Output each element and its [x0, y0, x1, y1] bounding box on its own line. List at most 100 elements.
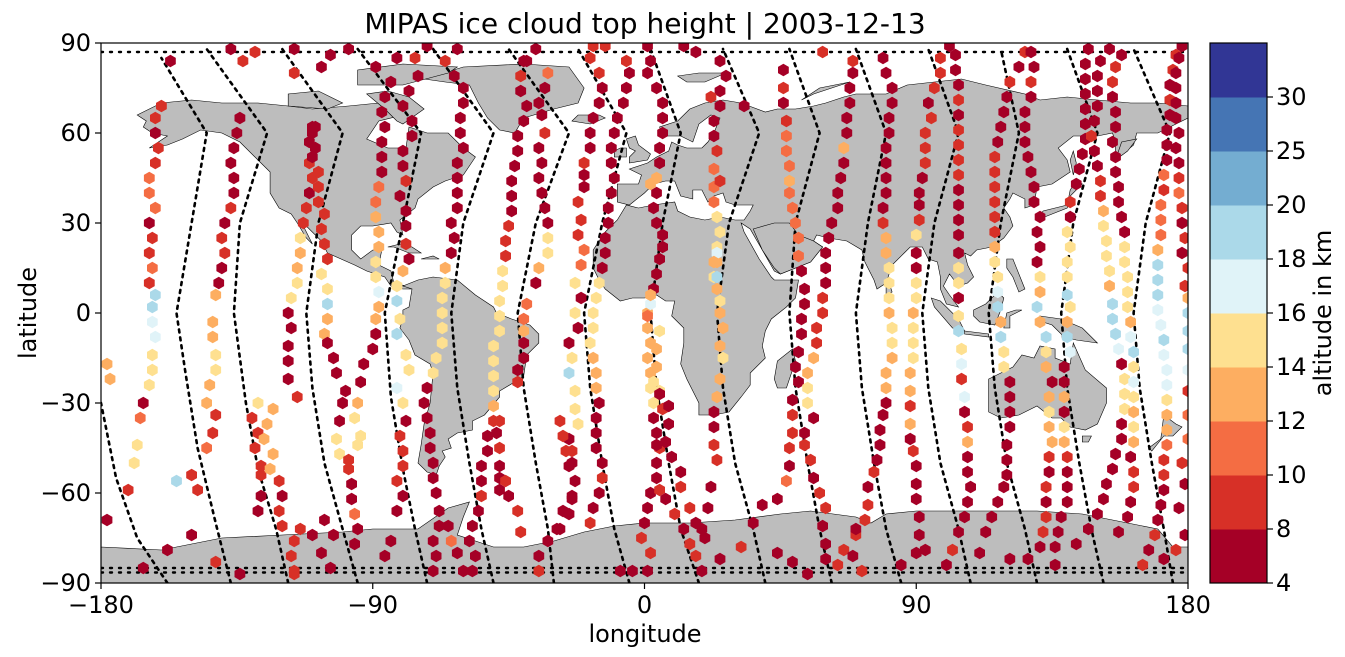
- cloud-marker: [651, 186, 662, 200]
- cloud-marker: [923, 96, 934, 110]
- cloud-marker: [186, 528, 197, 542]
- cloud-marker: [424, 441, 436, 455]
- cloud-marker: [101, 357, 113, 371]
- cloud-marker: [255, 489, 267, 503]
- cloud-marker: [316, 222, 327, 236]
- cloud-marker: [953, 246, 964, 260]
- cloud-marker: [787, 408, 798, 422]
- cloud-marker: [663, 399, 674, 413]
- cloud-marker: [953, 123, 964, 137]
- cloud-marker: [1080, 87, 1091, 101]
- cloud-marker: [796, 312, 807, 326]
- cloud-marker: [657, 228, 668, 242]
- cloud-marker: [1058, 375, 1070, 389]
- cloud-marker: [1040, 510, 1052, 524]
- cloud-marker: [913, 528, 925, 542]
- cloud-marker: [651, 216, 662, 230]
- cloud-marker: [1161, 378, 1173, 392]
- cloud-marker: [880, 396, 892, 410]
- cloud-marker: [1113, 180, 1124, 194]
- cloud-marker: [874, 423, 886, 437]
- cloud-marker: [569, 474, 581, 488]
- cloud-marker: [657, 126, 668, 140]
- cloud-marker: [883, 261, 895, 275]
- cloud-marker: [832, 186, 844, 200]
- cloud-marker: [838, 543, 850, 557]
- cloud-marker: [910, 546, 922, 560]
- cloud-marker: [669, 507, 681, 521]
- cloud-marker: [325, 561, 336, 575]
- cloud-marker: [784, 174, 795, 188]
- cloud-marker: [654, 156, 665, 170]
- cloud-marker: [1061, 315, 1073, 329]
- colorbar-tick-label: 30: [1276, 83, 1307, 111]
- cloud-marker: [210, 348, 222, 362]
- cloud-marker: [147, 300, 158, 314]
- cloud-marker: [258, 432, 270, 446]
- cloud-marker: [645, 546, 656, 560]
- y-tick-label: 30: [60, 209, 91, 237]
- cloud-marker: [391, 51, 403, 65]
- cloud-marker: [143, 171, 155, 185]
- cloud-marker: [316, 546, 327, 560]
- cloud-marker: [246, 411, 258, 425]
- cloud-marker: [1055, 510, 1067, 524]
- orbit-track: [715, 47, 767, 583]
- cloud-marker: [1061, 288, 1073, 302]
- cloud-marker: [1028, 180, 1040, 194]
- cloud-marker: [1110, 327, 1121, 341]
- cloud-marker: [835, 171, 847, 185]
- cloud-marker: [1113, 195, 1124, 209]
- cloud-marker: [907, 351, 919, 365]
- cloud-marker: [228, 171, 240, 185]
- cloud-marker: [639, 516, 650, 530]
- cloud-marker: [397, 264, 409, 278]
- cloud-marker: [406, 114, 418, 128]
- cloud-marker: [439, 276, 451, 290]
- cloud-marker: [1031, 225, 1043, 239]
- cloud-marker: [406, 129, 418, 143]
- cloud-marker: [953, 525, 964, 539]
- cloud-marker: [587, 306, 599, 320]
- cloud-marker: [1022, 552, 1034, 566]
- cloud-marker: [376, 135, 388, 149]
- cloud-marker: [618, 96, 629, 110]
- cloud-marker: [373, 285, 385, 299]
- cloud-marker: [207, 330, 219, 344]
- cloud-marker: [596, 456, 608, 470]
- cloud-marker: [796, 264, 807, 278]
- cloud-marker: [992, 285, 1004, 299]
- cloud-marker: [1043, 405, 1055, 419]
- cloud-marker: [666, 450, 677, 464]
- cloud-marker: [322, 252, 333, 266]
- cloud-marker: [288, 564, 300, 578]
- y-tick-label: 0: [76, 299, 91, 327]
- cloud-marker: [1182, 384, 1188, 398]
- cloud-marker: [1019, 105, 1031, 119]
- cloud-marker: [488, 354, 499, 368]
- cloud-marker: [1161, 363, 1173, 377]
- cloud-marker: [877, 216, 889, 230]
- cloud-marker: [515, 84, 527, 98]
- cloud-marker: [910, 291, 922, 305]
- cloud-marker: [1080, 102, 1091, 116]
- cloud-marker: [427, 456, 439, 470]
- cloud-marker: [648, 411, 659, 425]
- cloud-marker: [962, 465, 973, 479]
- cloud-marker: [500, 249, 511, 263]
- cloud-marker: [1040, 345, 1052, 359]
- cloud-marker: [1161, 438, 1173, 452]
- cloud-marker: [811, 336, 822, 350]
- cloud-marker: [210, 408, 222, 422]
- cloud-marker: [886, 336, 898, 350]
- cloud-marker: [1034, 240, 1046, 254]
- cloud-marker: [267, 402, 279, 416]
- cloud-marker: [841, 111, 853, 125]
- cloud-marker: [808, 351, 819, 365]
- cloud-marker: [1028, 60, 1040, 74]
- cloud-marker: [584, 51, 596, 65]
- cloud-marker: [237, 54, 249, 68]
- cloud-marker: [590, 366, 602, 380]
- cloud-marker: [995, 315, 1007, 329]
- cloud-marker: [376, 165, 388, 179]
